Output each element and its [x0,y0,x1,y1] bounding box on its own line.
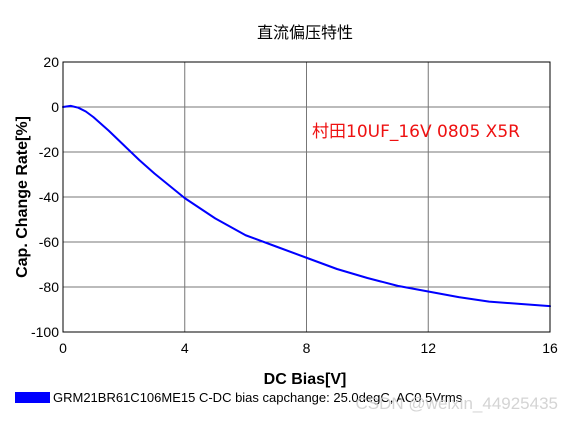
x-tick-label: 8 [303,340,311,356]
data-point [518,303,521,305]
data-point [366,277,369,279]
data-point [427,290,430,293]
x-tick-label: 0 [59,340,67,356]
x-tick-label: 4 [181,340,189,356]
legend-swatch [15,392,50,403]
data-point [85,110,87,113]
data-point [275,245,277,248]
data-point [244,234,247,237]
data-point [305,256,308,259]
y-tick-label: -20 [39,144,59,160]
y-tick-label: -100 [31,324,59,340]
tick-label-layer: 0 4 8 12 16 20 0 -20 -40 -60 -80 -100 [31,54,558,356]
data-point [123,144,125,147]
data-point [488,300,490,303]
y-tick-label: -80 [39,279,59,295]
y-tick-label: 0 [51,99,59,115]
data-point [457,296,460,298]
y-tick-label: 20 [43,54,59,70]
data-point [138,159,140,161]
series-layer [62,104,551,308]
data-point [69,105,72,107]
x-axis-label: DC Bias[V] [264,371,347,388]
chart-annotation: 村田10UF_16V 0805 X5R [312,122,520,142]
y-tick-label: -40 [39,189,59,205]
y-axis-label: Cap. Change Rate[%] [14,116,31,278]
data-point [92,116,95,118]
data-point [153,172,156,175]
data-point [107,129,110,132]
data-point [397,285,399,287]
data-point [77,106,80,109]
chart-title: 直流偏压特性 [257,23,353,42]
data-point [183,197,186,199]
grid-layer [63,62,550,332]
data-point [336,268,338,270]
x-tick-label: 12 [420,340,436,356]
y-tick-label: -60 [39,234,59,250]
watermark-text: CSDN @weixin_44925435 [356,394,558,413]
plot-frame [62,61,551,333]
x-tick-label: 16 [542,340,558,356]
legend-label: GRM21BR61C106ME15 C-DC bias capchange: 2… [53,390,463,405]
data-point [168,184,171,187]
data-point [214,217,216,220]
